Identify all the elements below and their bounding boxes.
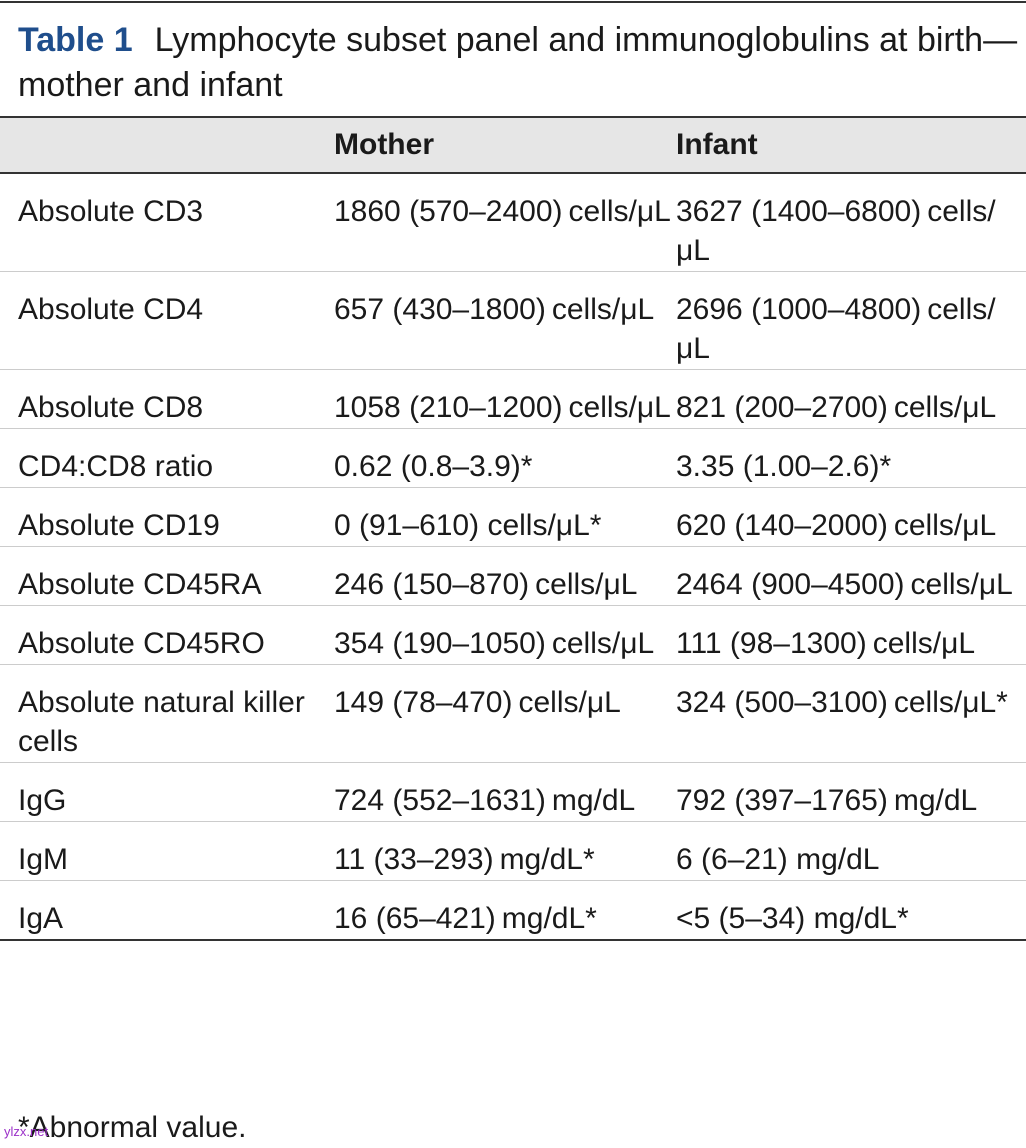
cell: 2696 (1000–4800) cells/μL (676, 293, 996, 365)
row-label: Absolute CD45RO (18, 627, 265, 660)
cell: 11 (33–293) mg/dL* (334, 843, 595, 876)
table-row: Absolute CD4 657 (430–1800) cells/μL 2696 … (0, 272, 1026, 370)
data-table: Mother Infant Absolute CD3 1860 (570–2400)… (0, 116, 1026, 941)
row-label: IgA (18, 902, 64, 935)
cell: 16 (65–421) mg/dL* (334, 902, 597, 935)
table-row: CD4:CD8 ratio 0.62 (0.8–3.9)* 3.35 (1.00–2… (0, 429, 1026, 488)
cell: 6 (6–21) mg/dL (676, 843, 880, 876)
cell: 354 (190–1050) cells/μL (334, 627, 655, 660)
row-label: Absolute CD19 (18, 509, 220, 542)
cell: 657 (430–1800) cells/μL (334, 293, 655, 326)
cell: 1058 (210–1200) cells/μL (334, 391, 671, 424)
row-label: CD4:CD8 ratio (18, 450, 214, 483)
top-rule (0, 1, 1026, 3)
cell: 0.62 (0.8–3.9)* (334, 450, 533, 483)
cell: 620 (140–2000) cells/μL (676, 509, 997, 542)
row-label: Absolute CD45RA (18, 568, 262, 601)
cell: 2464 (900–4500) cells/μL (676, 568, 1013, 601)
cell: 246 (150–870) cells/μL (334, 568, 638, 601)
row-label: Absolute CD8 (18, 391, 204, 424)
table-title: Table 1 Lymphocyte subset panel and immun… (18, 18, 1024, 108)
row-label: IgG (18, 784, 67, 817)
cell: 821 (200–2700) cells/μL (676, 391, 997, 424)
table-row: IgA 16 (65–421) mg/dL* <5 (5–34) mg/dL* (0, 881, 1026, 940)
row-label: Absolute CD3 (18, 195, 204, 228)
title-text: Lymphocyte subset panel and immunoglobul… (18, 21, 1018, 104)
table-row: Absolute CD19 0 (91–610) cells/μL* 620 (14… (0, 488, 1026, 547)
cell: 792 (397–1765) mg/dL (676, 784, 978, 817)
cell: 3627 (1400–6800) cells/μL (676, 195, 996, 267)
table-row: Absolute CD8 1058 (210–1200) cells/μL 821 … (0, 370, 1026, 429)
table-row: Absolute natural killer cells 149 (78–470… (0, 665, 1026, 763)
cell: 111 (98–1300) cells/μL (676, 627, 976, 660)
row-label: Absolute natural killer cells (18, 686, 305, 758)
cell: 0 (91–610) cells/μL* (334, 509, 602, 542)
cell: <5 (5–34) mg/dL* (676, 902, 909, 935)
header-cell (0, 117, 334, 173)
footnote: *Abnormal value. (18, 1111, 247, 1144)
cell: 724 (552–1631) mg/dL (334, 784, 636, 817)
table-row: Absolute CD45RA 246 (150–870) cells/μL 246… (0, 547, 1026, 606)
table-row: IgG 724 (552–1631) mg/dL 792 (397–1765) mg… (0, 763, 1026, 822)
cell: 324 (500–3100) cells/μL* (676, 686, 1008, 719)
table-row: IgM 11 (33–293) mg/dL* 6 (6–21) mg/dL (0, 822, 1026, 881)
cell: 3.35 (1.00–2.6)* (676, 450, 892, 483)
header-row: Mother Infant (0, 117, 1026, 173)
row-label: IgM (18, 843, 69, 876)
row-label: Absolute CD4 (18, 293, 204, 326)
cell: 149 (78–470) cells/μL (334, 686, 621, 719)
table-label: Table 1 (18, 21, 133, 59)
header-cell: Infant (676, 128, 758, 161)
cell: 1860 (570–2400) cells/μL (334, 195, 671, 228)
table-row: Absolute CD45RO 354 (190–1050) cells/μL 11… (0, 606, 1026, 665)
table-row: Absolute CD3 1860 (570–2400) cells/μL 3627… (0, 173, 1026, 272)
watermark: ylzx.net (4, 1124, 49, 1139)
header-cell: Mother (334, 128, 434, 161)
